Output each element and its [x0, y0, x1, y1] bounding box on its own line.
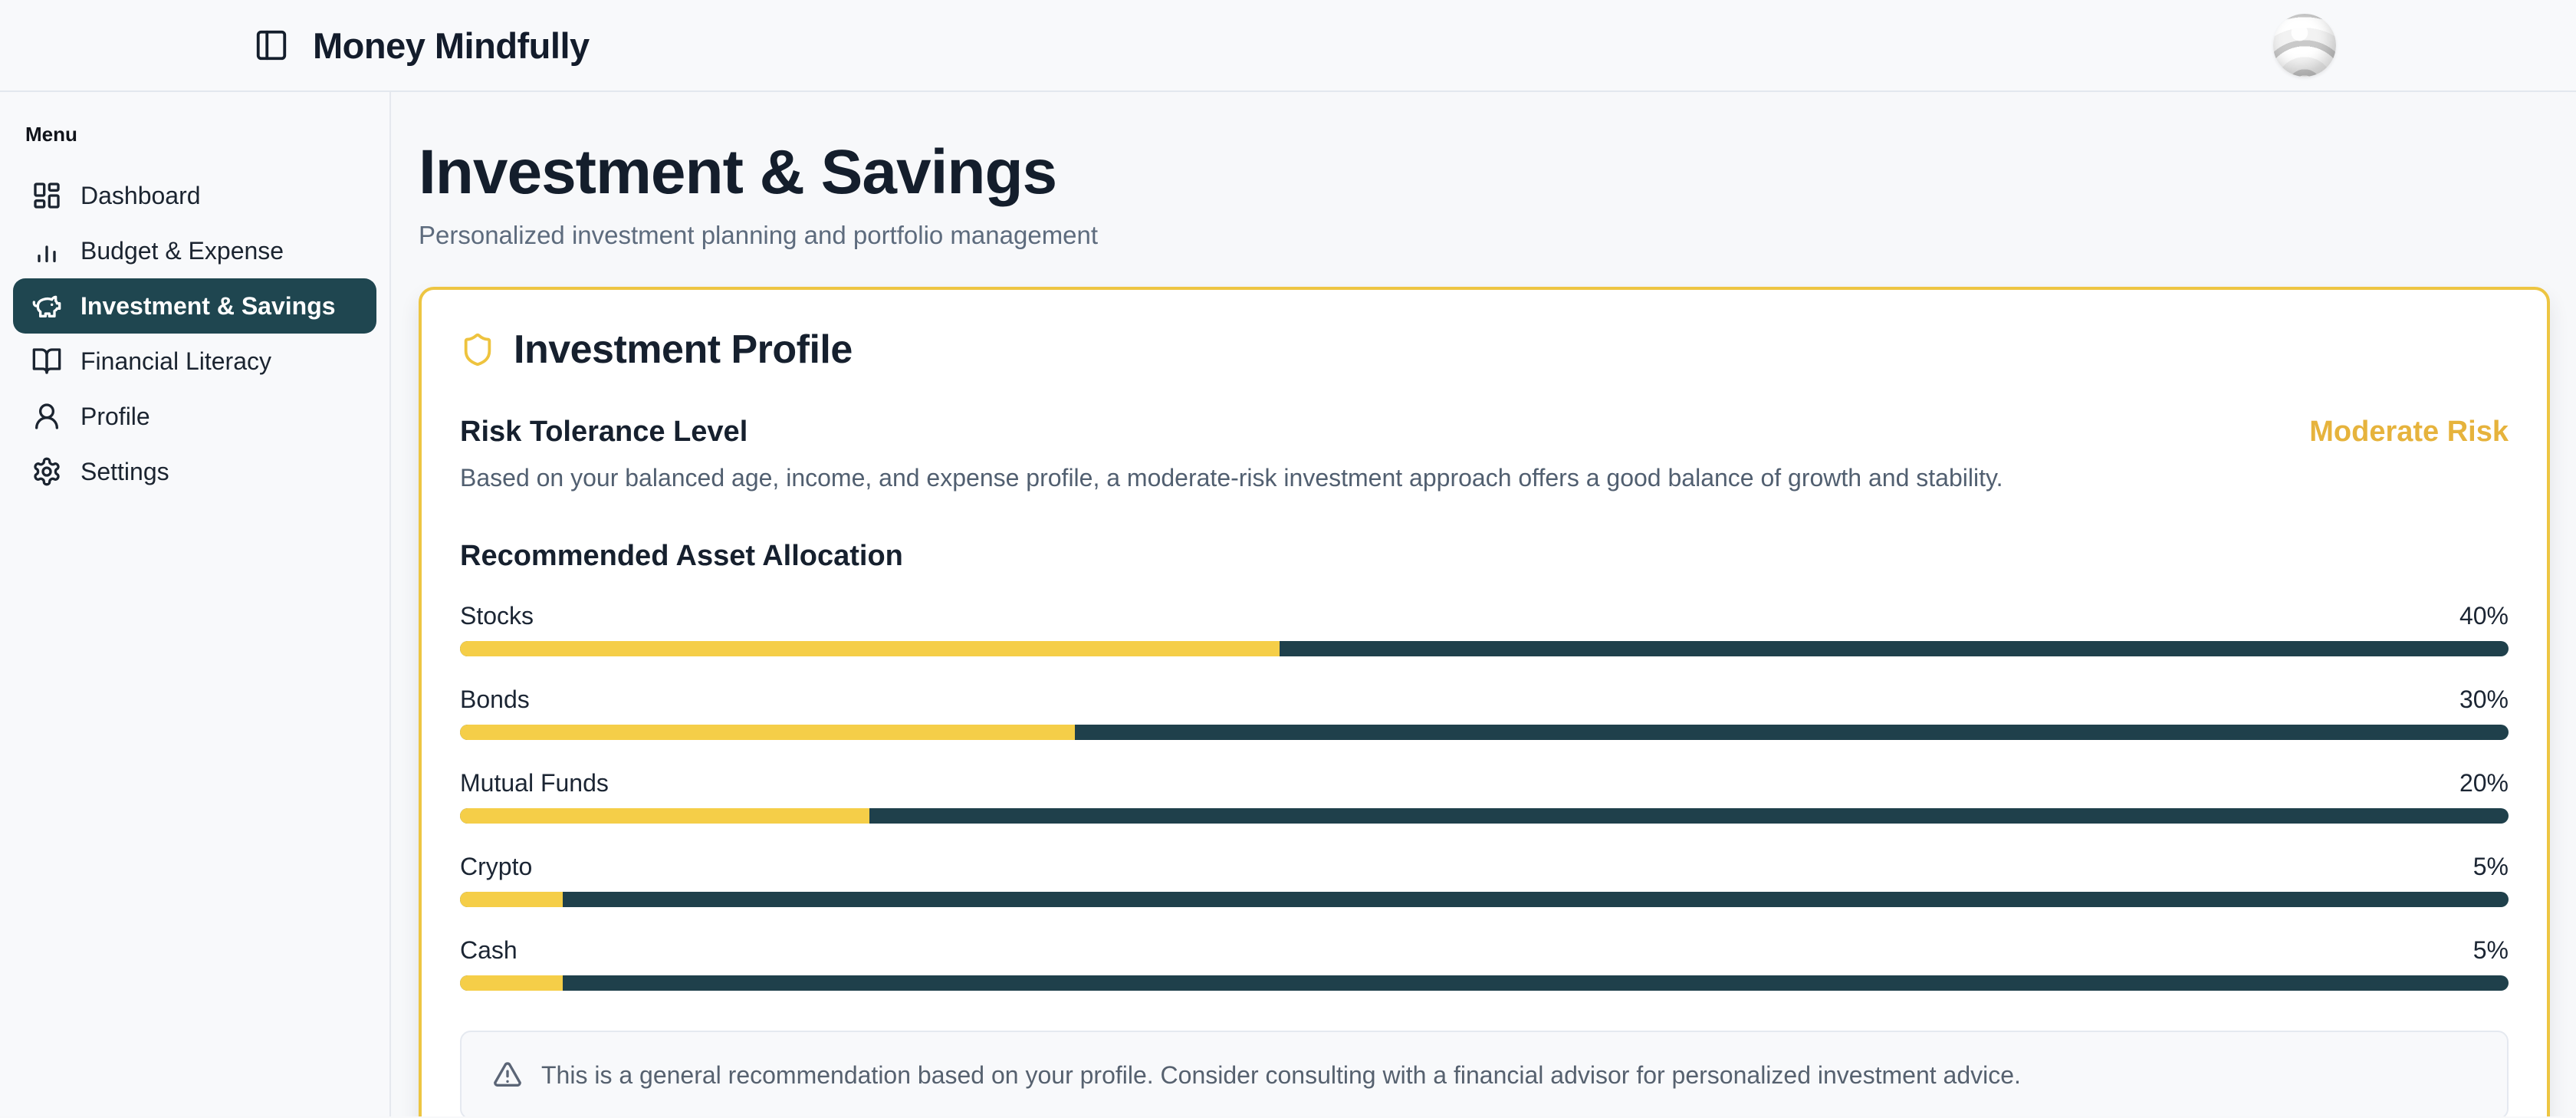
- allocation-label-row: Crypto 5%: [460, 853, 2509, 881]
- sidebar-item-profile[interactable]: Profile: [13, 389, 376, 444]
- allocation-progress-fill: [460, 725, 1075, 740]
- allocation-row: Bonds 30%: [460, 686, 2509, 740]
- allocation-percent-value: 5%: [2472, 853, 2509, 880]
- allocation-list: Stocks 40% Bonds 30% Mutual Funds 20% Crypto 5%…: [460, 602, 2509, 991]
- allocation-asset-label: Stocks: [460, 602, 534, 630]
- allocation-progress-track: [460, 725, 2509, 740]
- allocation-progress-track: [460, 641, 2509, 656]
- allocation-label-row: Mutual Funds 20%: [460, 769, 2509, 797]
- sidebar-item-label: Financial Literacy: [80, 347, 271, 375]
- shield-icon: [460, 332, 495, 367]
- sidebar-item-label: Investment & Savings: [80, 291, 336, 320]
- page-subtitle: Personalized investment planning and por…: [419, 221, 1099, 249]
- sidebar-item-financial-literacy[interactable]: Financial Literacy: [13, 334, 376, 389]
- allocation-progress-track: [460, 808, 2509, 824]
- allocation-percent-value: 5%: [2472, 936, 2509, 964]
- sidebar: Menu Dashboard Budget & Expense Investment…: [0, 92, 391, 1116]
- risk-tolerance-title: Risk Tolerance Level: [460, 416, 748, 448]
- layout-dashboard-icon: [31, 180, 62, 211]
- allocation-section-title: Recommended Asset Allocation: [460, 540, 903, 572]
- disclaimer-text: This is a general recommendation based o…: [541, 1060, 2021, 1089]
- allocation-progress-fill: [460, 641, 1280, 656]
- app-title: Money Mindfully: [313, 25, 590, 66]
- allocation-row: Crypto 5%: [460, 853, 2509, 907]
- bar-chart-icon: [31, 235, 62, 266]
- card-title: Investment Profile: [514, 327, 853, 372]
- gear-icon: [31, 456, 62, 487]
- disclaimer-box: This is a general recommendation based o…: [460, 1031, 2509, 1116]
- sidebar-item-investment-savings[interactable]: Investment & Savings: [13, 278, 376, 334]
- sidebar-item-label: Budget & Expense: [80, 236, 284, 265]
- sidebar-toggle-button[interactable]: [251, 25, 291, 65]
- risk-tolerance-row: Risk Tolerance Level Moderate Risk: [460, 416, 2509, 449]
- allocation-progress-fill: [460, 892, 563, 907]
- allocation-asset-label: Bonds: [460, 686, 530, 713]
- allocation-asset-label: Cash: [460, 936, 518, 964]
- sidebar-item-label: Dashboard: [80, 181, 201, 209]
- menu-section-label: Menu: [25, 123, 77, 146]
- allocation-percent-value: 40%: [2459, 602, 2509, 630]
- allocation-progress-track: [460, 892, 2509, 907]
- sidebar-nav-list: Dashboard Budget & Expense Investment & Sa…: [13, 168, 376, 499]
- allocation-label-row: Cash 5%: [460, 936, 2509, 965]
- risk-level-badge: Moderate Risk: [2309, 416, 2509, 448]
- risk-description: Based on your balanced age, income, and …: [460, 464, 2003, 492]
- main-content: Investment & Savings Personalized invest…: [391, 92, 2576, 1116]
- allocation-percent-value: 30%: [2459, 686, 2509, 713]
- piggy-bank-icon: [31, 291, 62, 321]
- top-bar: Money Mindfully: [0, 0, 2576, 92]
- allocation-label-row: Stocks 40%: [460, 602, 2509, 630]
- investment-profile-card: Investment Profile Risk Tolerance Level …: [419, 287, 2550, 1116]
- app-shell: Menu Dashboard Budget & Expense Investment…: [0, 92, 2576, 1116]
- allocation-row: Mutual Funds 20%: [460, 769, 2509, 824]
- allocation-progress-fill: [460, 808, 870, 824]
- allocation-row: Cash 5%: [460, 936, 2509, 991]
- avatar[interactable]: [2273, 14, 2336, 77]
- user-icon: [31, 401, 62, 432]
- card-header: Investment Profile: [460, 327, 2509, 373]
- allocation-progress-fill: [460, 975, 563, 991]
- page-title: Investment & Savings: [419, 137, 1057, 207]
- allocation-percent-value: 20%: [2459, 769, 2509, 797]
- sidebar-item-label: Profile: [80, 402, 150, 430]
- allocation-label-row: Bonds 30%: [460, 686, 2509, 714]
- sidebar-item-budget-expense[interactable]: Budget & Expense: [13, 223, 376, 278]
- book-open-icon: [31, 346, 62, 377]
- allocation-progress-track: [460, 975, 2509, 991]
- sidebar-item-dashboard[interactable]: Dashboard: [13, 168, 376, 223]
- panel-left-icon: [254, 28, 289, 63]
- warning-triangle-icon: [492, 1060, 523, 1090]
- sidebar-item-label: Settings: [80, 457, 169, 485]
- allocation-asset-label: Mutual Funds: [460, 769, 609, 797]
- sidebar-item-settings[interactable]: Settings: [13, 444, 376, 499]
- allocation-asset-label: Crypto: [460, 853, 533, 880]
- allocation-row: Stocks 40%: [460, 602, 2509, 656]
